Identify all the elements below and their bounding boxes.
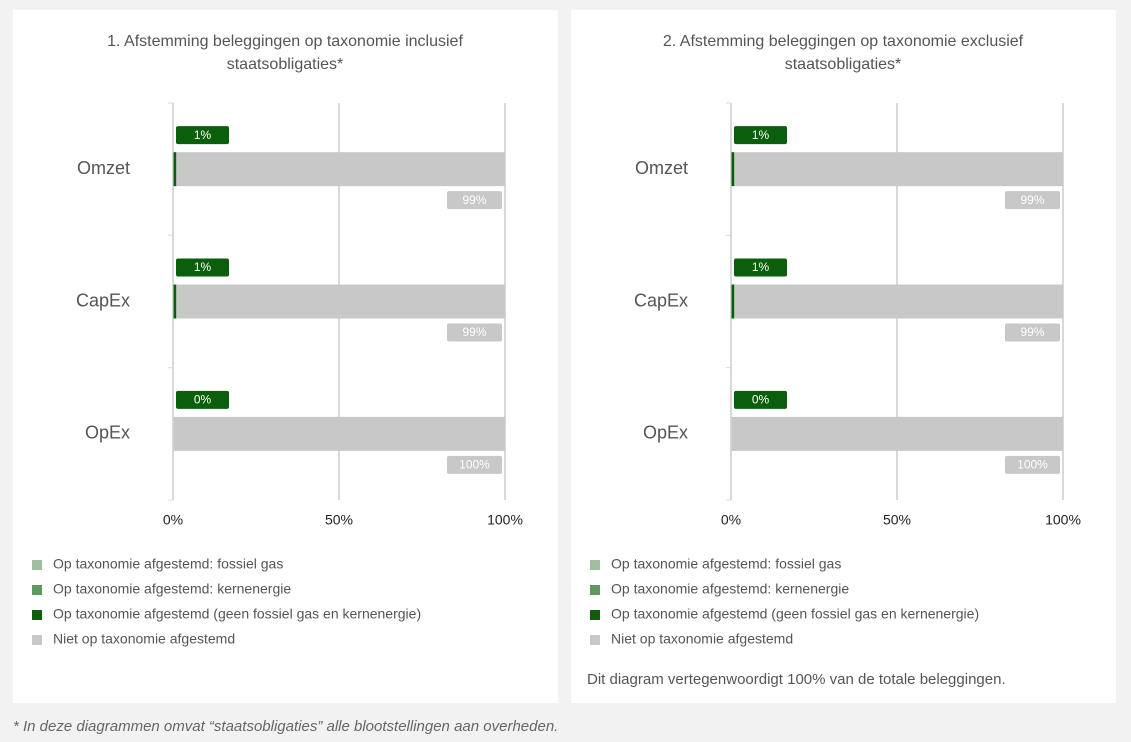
y-tick-label: Omzet — [77, 158, 130, 178]
y-tick-label: OpEx — [643, 423, 688, 443]
footnote: * In deze diagrammen omvat “staatsobliga… — [13, 718, 559, 735]
data-label-box — [447, 323, 502, 342]
data-label: 1% — [194, 260, 212, 274]
data-label: 0% — [752, 393, 770, 407]
chart-title: 1. Afstemming beleggingen op taxonomie i… — [107, 33, 463, 73]
bar — [731, 284, 735, 319]
bar — [731, 152, 735, 187]
legend-swatch — [32, 635, 42, 645]
data-label: 100% — [459, 458, 490, 472]
chart: 0% 50% 100% Omzet 1% 99% CapEx 1% 99% OpEx 0% 100% O… — [32, 102, 523, 647]
data-label: 100% — [1017, 458, 1048, 472]
x-tick-label: 0% — [721, 512, 741, 528]
data-label: 99% — [462, 193, 486, 207]
data-label-box — [1005, 323, 1060, 342]
bar — [173, 152, 177, 187]
x-tick-label: 50% — [883, 512, 911, 528]
legend-swatch — [590, 635, 600, 645]
data-label-box — [734, 258, 787, 277]
y-tick-label: OpEx — [85, 423, 130, 443]
legend-label: Niet op taxonomie afgestemd — [611, 631, 793, 647]
legend-swatch — [32, 560, 42, 570]
chart-panel: 1. Afstemming beleggingen op taxonomie i… — [13, 10, 558, 703]
legend-swatch — [590, 560, 600, 570]
data-label-box — [176, 258, 229, 277]
data-label: 1% — [752, 260, 770, 274]
bar — [176, 284, 505, 319]
y-tick-label: Omzet — [635, 158, 688, 178]
bar — [176, 152, 505, 187]
data-label: 99% — [462, 325, 486, 339]
data-label-box — [447, 455, 502, 474]
bar — [731, 416, 1063, 451]
y-tick-label: CapEx — [634, 290, 688, 310]
data-label: 99% — [1020, 193, 1044, 207]
legend-label: Niet op taxonomie afgestemd — [53, 631, 235, 647]
legend-label: Op taxonomie afgestemd (geen fossiel gas… — [611, 606, 979, 622]
chart-note: Dit diagram vertegenwoordigt 100% van de… — [587, 671, 1006, 688]
chart-title: 2. Afstemming beleggingen op taxonomie e… — [662, 33, 1024, 73]
data-label: 0% — [194, 393, 212, 407]
chart: 0% 50% 100% Omzet 1% 99% CapEx 1% 99% OpEx 0% 100% O… — [587, 102, 1081, 688]
legend-swatch — [32, 585, 42, 595]
legend-label: Op taxonomie afgestemd: kernenergie — [611, 581, 849, 597]
data-label: 99% — [1020, 325, 1044, 339]
bar — [173, 416, 505, 451]
legend-swatch — [32, 610, 42, 620]
x-tick-label: 100% — [1045, 512, 1081, 528]
x-tick-label: 100% — [487, 512, 523, 528]
data-label-box — [176, 126, 229, 145]
data-label-box — [176, 390, 229, 409]
data-label: 1% — [752, 128, 770, 142]
data-label-box — [734, 390, 787, 409]
data-label: 1% — [194, 128, 212, 142]
chart-panel: 2. Afstemming beleggingen op taxonomie e… — [571, 10, 1116, 703]
legend-label: Op taxonomie afgestemd (geen fossiel gas… — [53, 606, 421, 622]
bar — [173, 284, 177, 319]
y-tick-label: CapEx — [76, 290, 130, 310]
bar — [734, 152, 1063, 187]
data-label-box — [1005, 191, 1060, 210]
data-label-box — [734, 126, 787, 145]
legend-label: Op taxonomie afgestemd: kernenergie — [53, 581, 291, 597]
legend-label: Op taxonomie afgestemd: fossiel gas — [611, 556, 841, 572]
legend-swatch — [590, 610, 600, 620]
data-label-box — [1005, 455, 1060, 474]
data-label-box — [447, 191, 502, 210]
legend-label: Op taxonomie afgestemd: fossiel gas — [53, 556, 283, 572]
x-tick-label: 0% — [163, 512, 183, 528]
bar — [734, 284, 1063, 319]
legend-swatch — [590, 585, 600, 595]
x-tick-label: 50% — [325, 512, 353, 528]
